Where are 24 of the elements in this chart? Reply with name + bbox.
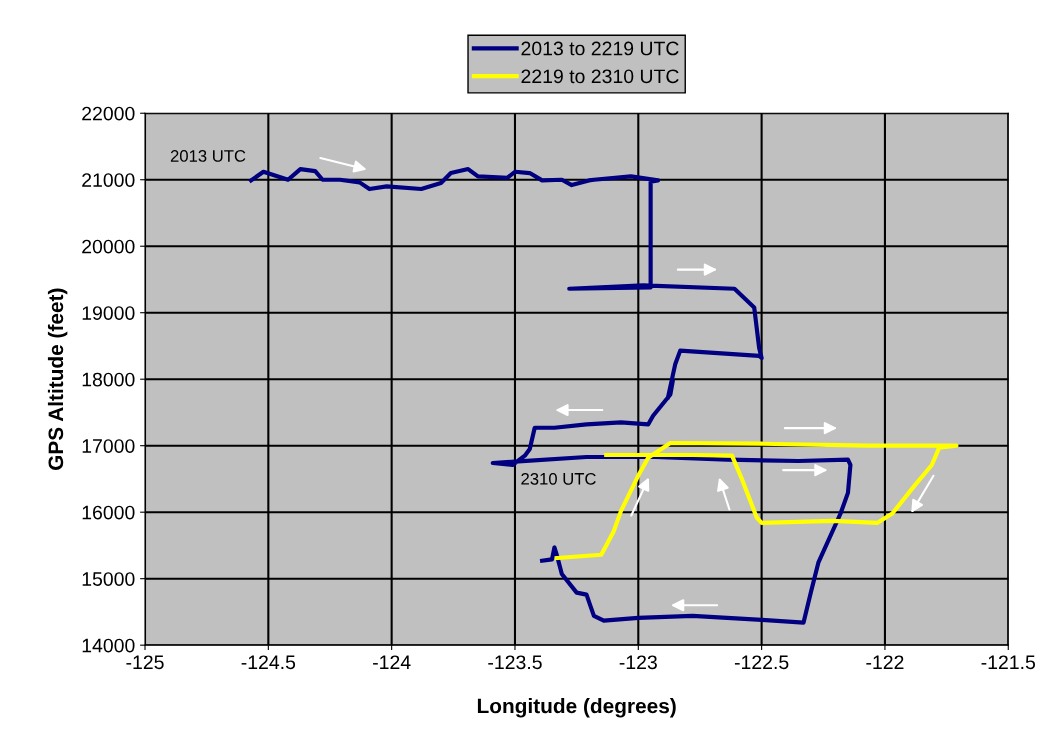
annotation: 2310 UTC	[521, 472, 596, 485]
legend-label: 2013 to 2219 UTC	[521, 41, 679, 56]
y-tick-label: 19000	[82, 306, 135, 320]
x-tick-label: -122.5	[734, 655, 789, 670]
y-tick-label: 14000	[82, 638, 135, 653]
legend-label: 2219 to 2310 UTC	[521, 69, 679, 84]
annotation: 2013 UTC	[170, 150, 246, 162]
x-tick-label: -123	[619, 655, 657, 670]
y-axis-title: GPS Altitude (feet)	[47, 288, 68, 470]
y-tick-label: 15000	[82, 572, 135, 586]
x-tick-label: -123.5	[488, 655, 542, 670]
y-tick-label: 21000	[82, 173, 135, 187]
x-tick-label: -125	[126, 655, 164, 670]
y-tick-label: 16000	[82, 505, 135, 520]
y-tick-label: 22000	[82, 106, 135, 121]
line-series	[248, 167, 853, 625]
y-tick-label: 17000	[82, 439, 135, 453]
x-tick-label: -122	[866, 655, 904, 669]
x-tick-label: -124.5	[241, 655, 296, 670]
x-tick-label: -124	[373, 655, 411, 669]
y-tick-label: 18000	[82, 372, 135, 387]
x-axis-title: Longitude (degrees)	[477, 698, 676, 718]
y-tick-label: 20000	[82, 239, 135, 254]
x-tick-label: -121.5	[981, 655, 1036, 670]
